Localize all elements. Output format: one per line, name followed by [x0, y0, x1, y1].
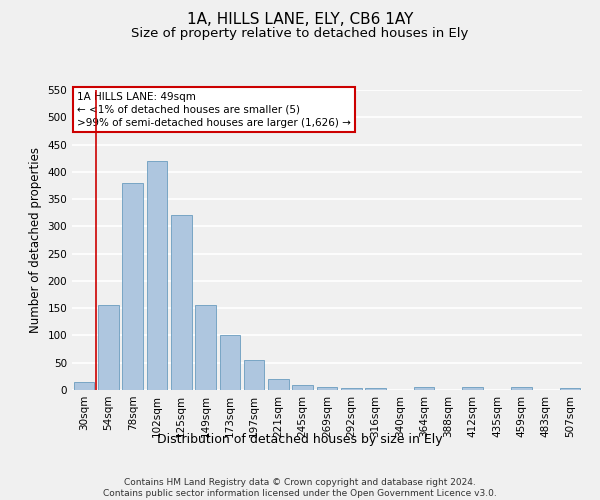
Bar [414, 388, 434, 390]
Bar [122, 182, 143, 390]
Bar [365, 388, 386, 390]
Y-axis label: Number of detached properties: Number of detached properties [29, 147, 42, 333]
Bar [341, 388, 362, 390]
Bar [74, 382, 94, 390]
Text: Contains HM Land Registry data © Crown copyright and database right 2024.
Contai: Contains HM Land Registry data © Crown c… [103, 478, 497, 498]
Bar [195, 306, 216, 390]
Bar [220, 336, 240, 390]
Bar [292, 384, 313, 390]
Text: Size of property relative to detached houses in Ely: Size of property relative to detached ho… [131, 28, 469, 40]
Bar [171, 216, 191, 390]
Text: Distribution of detached houses by size in Ely: Distribution of detached houses by size … [157, 432, 443, 446]
Bar [560, 388, 580, 390]
Bar [317, 388, 337, 390]
Text: 1A, HILLS LANE, ELY, CB6 1AY: 1A, HILLS LANE, ELY, CB6 1AY [187, 12, 413, 28]
Bar [98, 306, 119, 390]
Bar [244, 360, 265, 390]
Bar [146, 161, 167, 390]
Bar [511, 388, 532, 390]
Text: 1A HILLS LANE: 49sqm
← <1% of detached houses are smaller (5)
>99% of semi-detac: 1A HILLS LANE: 49sqm ← <1% of detached h… [77, 92, 351, 128]
Bar [268, 379, 289, 390]
Bar [463, 388, 483, 390]
